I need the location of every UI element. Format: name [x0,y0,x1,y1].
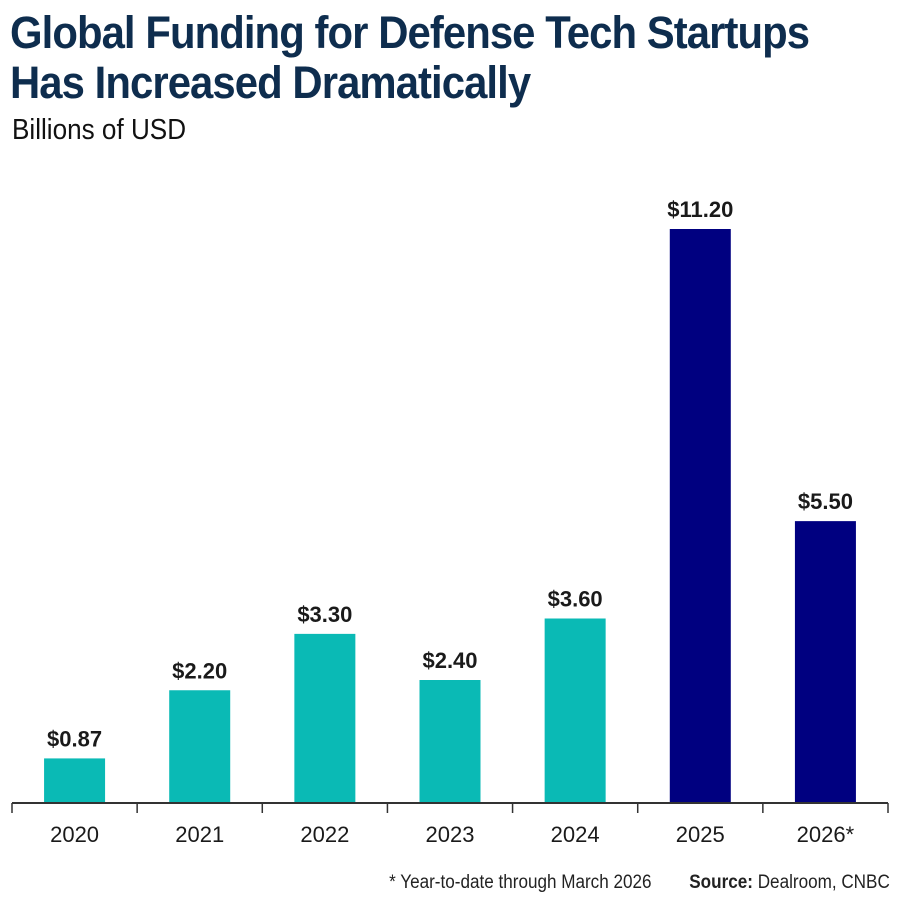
bar-2022 [294,633,356,803]
data-label: $0.87 [47,726,102,751]
bar-chart: $0.87 2020 $2.20 2021 $3.30 2022 $2.40 2023 $3.6… [11,197,889,847]
x-tick-label: 2022 [300,822,349,847]
x-tick-label: 2021 [175,822,224,847]
x-tick-label: 2026* [797,822,855,847]
data-label: $2.40 [422,648,477,673]
bar-2024 [544,618,606,803]
x-tick-label: 2024 [551,822,600,847]
data-label: $3.60 [548,587,603,612]
bar-2023 [419,680,481,803]
data-label: $11.20 [667,197,733,222]
chart-subtitle: Billions of USD [12,114,187,146]
source-label: Source: [689,872,754,893]
data-label: $3.30 [297,602,352,627]
bar-2021 [169,690,231,803]
x-tick-label: 2020 [50,822,99,847]
data-label: $5.50 [798,489,853,514]
source-note: Source: Dealroom, CNBC [689,872,890,894]
x-tick-label: 2023 [426,822,475,847]
bar-2026* [794,521,856,803]
source-text: Dealroom, CNBC [757,872,890,893]
x-tick-label: 2025 [676,822,725,847]
bar-2025 [669,229,731,803]
data-label: $2.20 [172,658,227,683]
bar-2020 [44,758,106,803]
footnote: * Year-to-date through March 2026 [389,872,652,893]
chart-title: Global Funding for Defense Tech Startups… [10,7,810,108]
